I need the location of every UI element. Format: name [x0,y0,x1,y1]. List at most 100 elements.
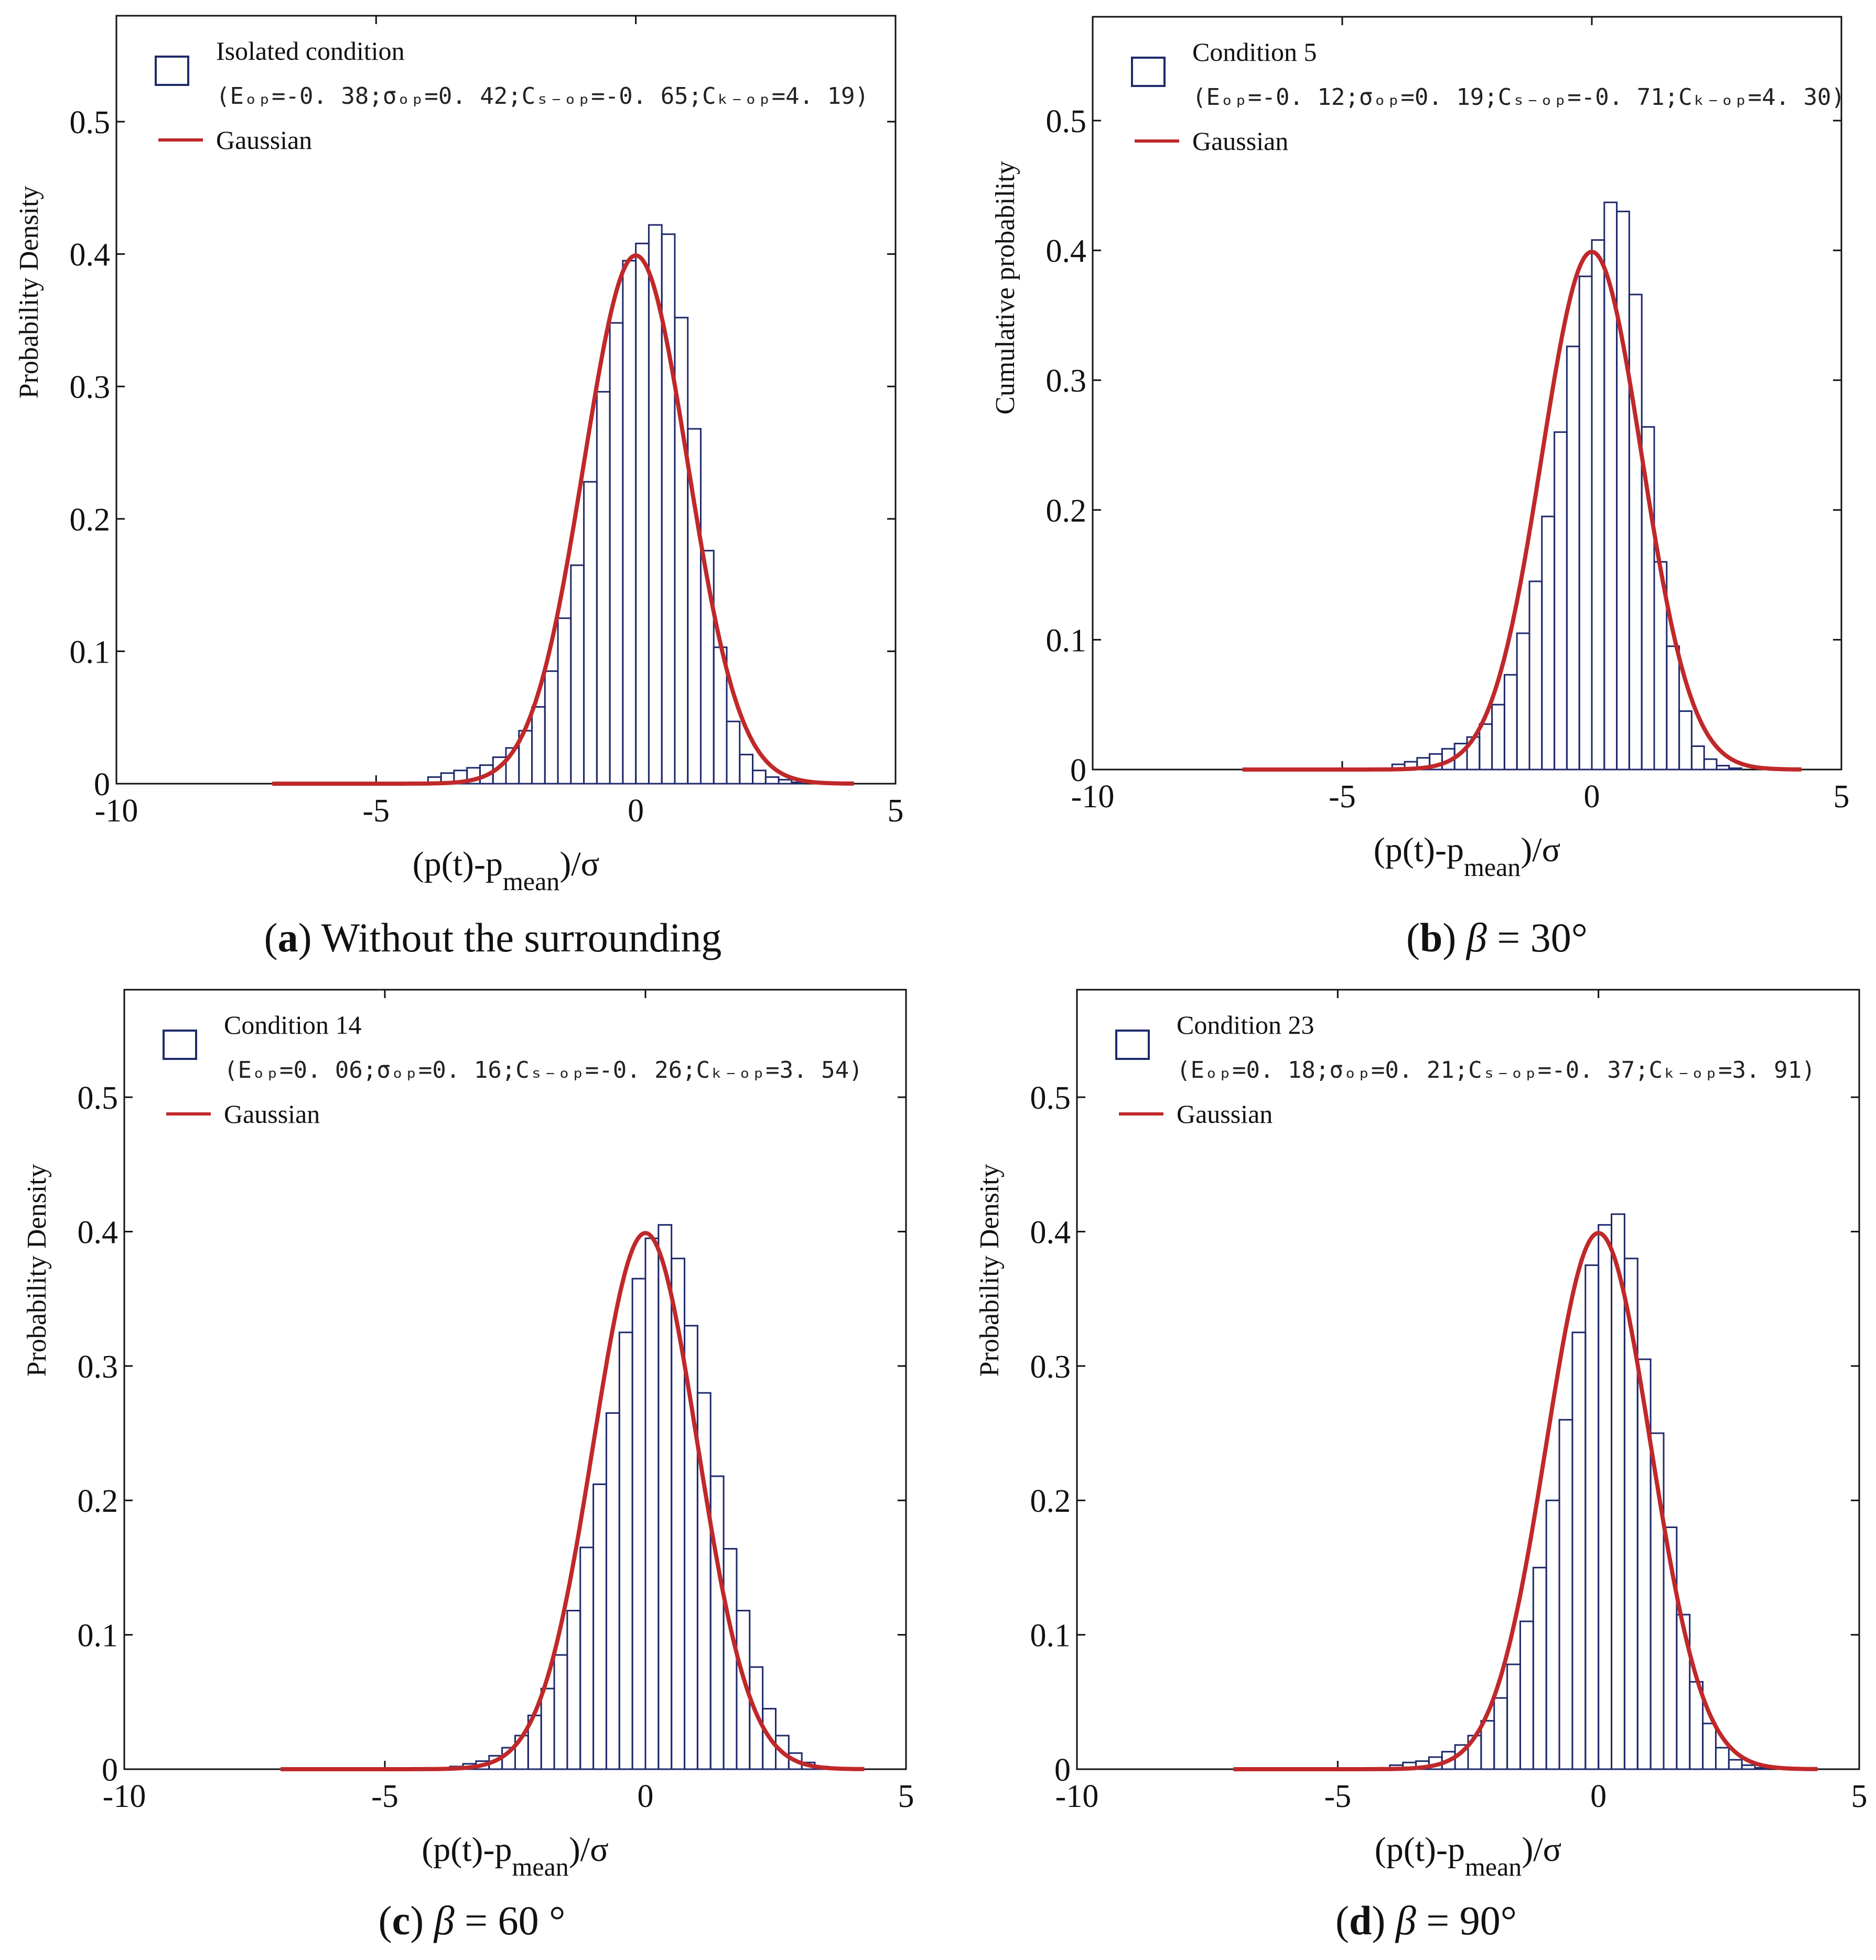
histogram-bar [1584,1264,1600,1770]
legend-box-swatch [1131,57,1166,87]
histogram-bar [1541,515,1556,771]
legend-stats: (Eₒₚ=0. 18;σₒₚ=0. 21;Cₛ₋ₒₚ=-0. 37;Cₖ₋ₒₚ=… [1177,1057,1816,1084]
histogram-bar [531,706,546,785]
panel-caption: (b) β = 30° [1406,915,1588,960]
caption-value: = 30° [1487,915,1588,960]
y-axis: 0 0.1 0.2 0.3 0.4 0.5 [1030,1080,1859,1788]
histogram-bar [1532,1566,1547,1770]
histogram-bar [1628,294,1643,771]
histogram-bar [1611,1213,1625,1770]
x-axis-label-tail: )/σ [1521,831,1560,869]
histogram-bar [1666,645,1680,771]
histogram-bar [1598,1224,1613,1770]
histogram-bar [635,242,650,785]
histogram-bar [1479,723,1493,771]
legend-line-label: Gaussian [216,125,312,155]
caption-paren-open: ( [379,1898,392,1943]
x-tick-label: -5 [1324,1779,1352,1814]
legend-box-label: Condition 14 [224,1010,362,1039]
y-tick-label: 0.1 [1030,1618,1071,1654]
histogram-bar [723,1548,738,1770]
caption-letter: b [1420,915,1442,960]
x-axis-label-main: (p(t)-p [413,845,503,883]
x-tick-label: 0 [1590,1779,1607,1814]
x-tick-label: 5 [1851,1779,1868,1814]
caption-letter: d [1349,1898,1372,1943]
x-axis: -10 -5 0 5 [1071,17,1850,815]
panel-caption: (a) Without the surrounding [264,915,722,960]
histogram-bar [764,776,780,785]
caption-paren-close: ) [410,1898,424,1943]
legend-box-label: Condition 23 [1177,1010,1314,1039]
panel-caption: (c) β = 60 ° [379,1898,566,1943]
x-axis-label-sub: mean [1465,1852,1522,1881]
caption-paren-close: ) [1372,1898,1385,1943]
histogram-bar [1703,758,1718,771]
histogram-bar [566,1609,581,1770]
legend-box-label: Isolated condition [216,36,405,66]
y-tick-label: 0.1 [1046,623,1087,658]
caption-paren-close: ) [298,915,312,960]
gaussian-curve [1242,250,1803,772]
x-axis-label-sub: mean [512,1852,569,1881]
histogram-bar [1591,239,1605,771]
histogram-bar [1741,1764,1756,1770]
histogram [449,1224,829,1770]
histogram-bar [1716,765,1730,771]
histogram-bar [1702,1723,1717,1770]
y-tick-label: 0.5 [70,105,111,140]
histogram-bar [540,1687,555,1770]
histogram [427,224,806,785]
x-tick-label: 5 [898,1779,914,1814]
x-axis: -10 -5 0 5 [95,16,904,829]
caption-value: = 60 ° [455,1898,566,1943]
x-tick-label: 5 [888,793,904,829]
y-tick-label: 0.2 [70,502,111,538]
x-tick-label: -5 [1329,779,1356,815]
x-axis-label: (p(t)-pmean)/σ [1375,1831,1561,1881]
y-tick-label: 0.3 [78,1349,118,1385]
histogram-bar [596,391,611,785]
histogram-bar [1506,1663,1521,1770]
histogram-bar [605,1412,620,1770]
histogram-bar [644,1237,660,1770]
x-axis-label-tail: )/σ [569,1831,609,1869]
histogram-bar [592,1483,607,1770]
histogram [1391,201,1743,771]
y-tick-label: 0.4 [70,237,111,273]
histogram-bar [544,670,559,785]
y-tick-label: 0.4 [78,1215,118,1250]
y-axis: 0 0.1 0.2 0.3 0.4 0.5 [70,105,896,803]
histogram-bar [631,1277,646,1770]
y-tick-label: 0.5 [78,1080,118,1116]
legend: Condition 5 (Eₒₚ=-0. 12;σₒₚ=0. 19;Cₛ₋ₒₚ=-… [1131,37,1845,156]
y-tick-label: 0.3 [1030,1349,1071,1385]
legend: Condition 23 (Eₒₚ=0. 18;σₒₚ=0. 21;Cₛ₋ₒₚ=-… [1115,1010,1816,1129]
x-tick-label: 0 [638,1779,654,1814]
y-tick-label: 0.3 [70,370,111,405]
histogram-bar [1678,710,1692,771]
x-tick-label: -10 [103,1779,146,1814]
histogram-bar [1480,1720,1495,1770]
legend-box-swatch [155,56,189,86]
histogram-bar [778,778,793,785]
x-axis-label: (p(t)-pmean)/σ [413,845,599,896]
caption-beta: β [1395,1898,1416,1943]
x-axis-label-main: (p(t)-p [1375,1831,1465,1869]
gaussian-curve [1233,1231,1818,1771]
histogram [1389,1213,1769,1770]
caption-beta: β [433,1898,455,1943]
x-axis-label-tail: )/σ [559,845,599,883]
legend-stats: (Eₒₚ=0. 06;σₒₚ=0. 16;Cₛ₋ₒₚ=-0. 26;Cₖ₋ₒₚ=… [224,1057,863,1084]
caption-paren-close: ) [1442,915,1456,960]
x-axis-label-main: (p(t)-p [1374,831,1464,869]
y-tick-label: 0.2 [1046,493,1087,529]
histogram-bar [557,617,572,785]
histogram-bar [1516,632,1530,771]
x-axis-label-sub: mean [503,867,559,896]
caption-text [424,1898,434,1943]
histogram-bar [1690,745,1705,771]
caption-beta: β [1465,915,1487,960]
caption-text: Without the surrounding [312,915,722,960]
